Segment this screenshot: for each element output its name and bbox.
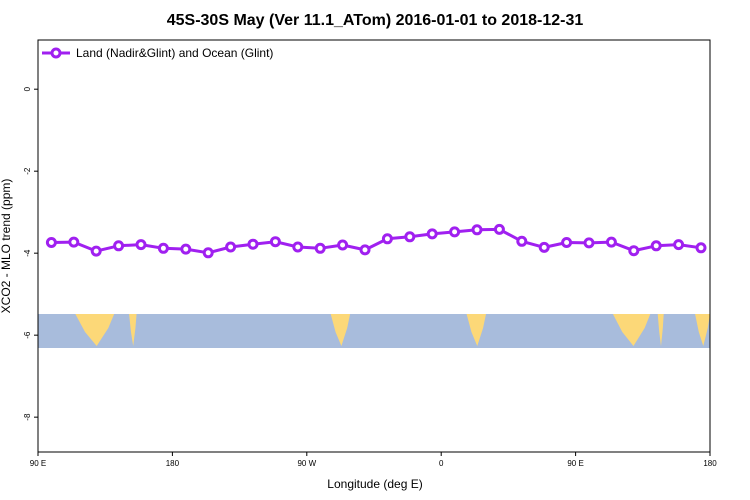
land-patch xyxy=(75,314,115,346)
data-point xyxy=(605,236,617,248)
data-point xyxy=(561,237,573,248)
y-axis: 0 -2 -4 -6 -8 xyxy=(23,86,38,421)
ocean-band xyxy=(38,314,710,348)
land-patch xyxy=(695,314,710,346)
data-point xyxy=(449,226,461,238)
data-point xyxy=(225,241,237,253)
data-point xyxy=(381,233,393,245)
data-point xyxy=(113,240,125,252)
x-tick-label: 180 xyxy=(166,459,180,468)
land-patch xyxy=(612,314,651,346)
x-axis-label: Longitude (deg E) xyxy=(327,477,422,491)
data-point xyxy=(314,242,326,254)
map-inset xyxy=(38,314,710,348)
data-point xyxy=(337,239,349,251)
data-point xyxy=(180,243,192,255)
land-patch xyxy=(330,314,351,346)
plot-frame xyxy=(37,39,711,453)
x-axis: 90 E 180 90 W 0 90 E 180 xyxy=(30,452,717,468)
data-point xyxy=(135,239,147,251)
y-tick-label: -6 xyxy=(23,331,32,339)
legend-label: Land (Nadir&Glint) and Ocean (Glint) xyxy=(76,46,273,60)
land-patch xyxy=(657,314,664,346)
data-point xyxy=(628,245,640,257)
data-point xyxy=(538,241,550,253)
x-tick-label: 90 E xyxy=(30,459,46,468)
data-point xyxy=(426,228,438,240)
data-point xyxy=(650,240,662,252)
data-point xyxy=(157,242,169,254)
series-line-group xyxy=(45,223,707,259)
y-tick-label: -8 xyxy=(23,413,32,421)
y-tick-label: -2 xyxy=(23,167,32,175)
x-tick-label: 0 xyxy=(439,459,444,468)
data-point xyxy=(493,223,505,235)
y-tick-label: -4 xyxy=(23,249,32,257)
data-point xyxy=(269,236,281,248)
data-point xyxy=(292,241,304,253)
legend: Land (Nadir&Glint) and Ocean (Glint) xyxy=(42,46,273,60)
data-point xyxy=(45,237,57,248)
data-point xyxy=(68,236,80,248)
y-axis-label: XCO2 - MLO trend (ppm) xyxy=(0,179,13,314)
data-point xyxy=(404,231,416,243)
data-point xyxy=(583,237,595,249)
series-line xyxy=(51,227,702,255)
x-tick-label: 180 xyxy=(703,459,717,468)
data-point xyxy=(359,244,371,256)
data-point xyxy=(90,245,102,257)
data-point xyxy=(247,238,259,250)
data-point xyxy=(695,242,707,254)
data-point xyxy=(516,235,528,247)
chart-title: 45S-30S May (Ver 11.1_ATom) 2016-01-01 t… xyxy=(167,12,584,29)
data-point xyxy=(673,239,685,251)
land-patch xyxy=(129,314,137,346)
y-tick-label: 0 xyxy=(23,86,32,91)
x-tick-label: 90 E xyxy=(567,459,583,468)
land-patch xyxy=(466,314,486,346)
data-point xyxy=(202,247,214,259)
legend-marker xyxy=(50,47,62,59)
data-point xyxy=(471,224,483,236)
x-tick-label: 90 W xyxy=(297,459,316,468)
